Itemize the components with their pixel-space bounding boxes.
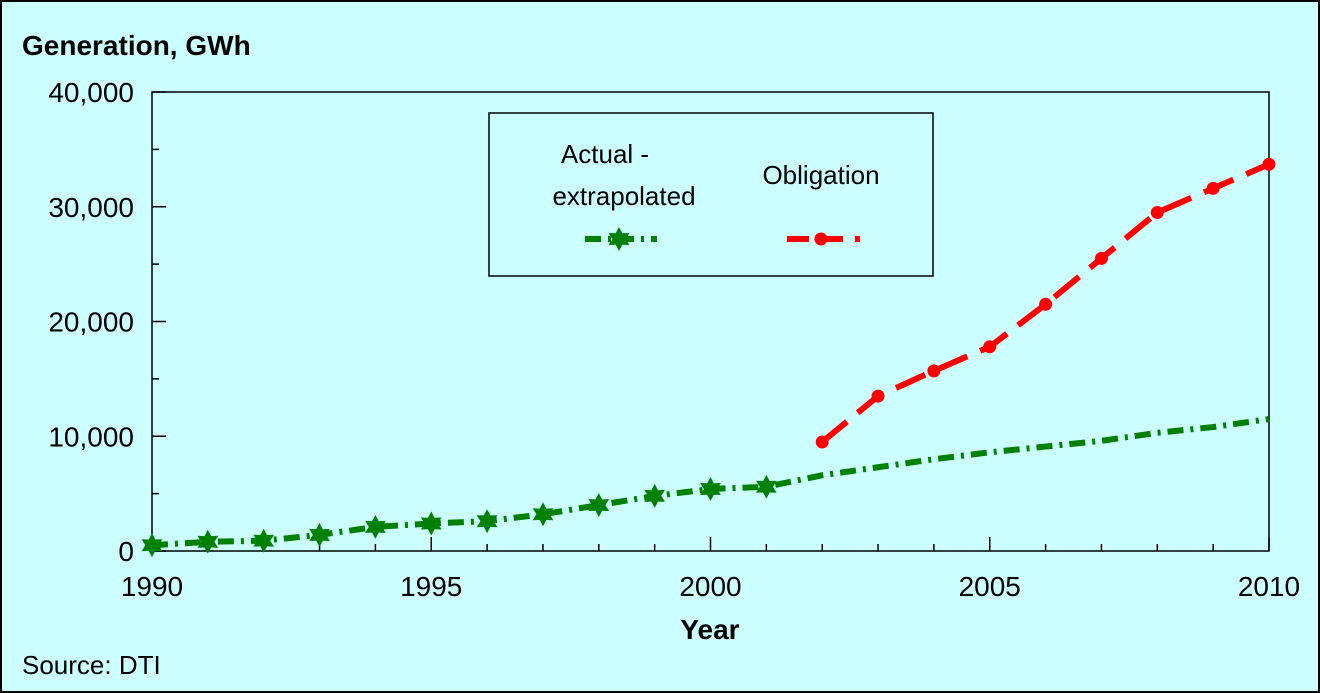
data-point-circle bbox=[927, 364, 941, 378]
legend-marker-circle bbox=[814, 232, 828, 246]
legend-label-obligation: Obligation bbox=[762, 160, 879, 190]
y-tick-label: 40,000 bbox=[48, 77, 134, 108]
x-tick-label: 1990 bbox=[121, 571, 183, 602]
data-point-star bbox=[309, 522, 330, 547]
legend-label-actual-line2: extrapolated bbox=[552, 181, 695, 211]
x-tick-label: 2010 bbox=[1238, 571, 1300, 602]
y-tick-label: 10,000 bbox=[48, 421, 134, 452]
legend: Actual - extrapolated Obligation bbox=[488, 112, 934, 277]
data-point-star bbox=[365, 514, 386, 539]
data-point-circle bbox=[1039, 297, 1053, 311]
chart-title: Generation, GWh bbox=[22, 30, 251, 61]
data-point-circle bbox=[983, 340, 997, 354]
x-tick-label: 2005 bbox=[959, 571, 1021, 602]
source-note: Source: DTI bbox=[22, 650, 161, 680]
series-actual-extrapolated bbox=[141, 416, 1270, 558]
y-tick-label: 30,000 bbox=[48, 192, 134, 223]
y-tick-label: 0 bbox=[118, 536, 134, 567]
data-point-star bbox=[476, 509, 498, 534]
legend-swatches bbox=[585, 227, 860, 251]
data-point-circle bbox=[815, 435, 829, 449]
data-point-star bbox=[644, 483, 665, 508]
legend-marker-star bbox=[608, 227, 630, 251]
series-line bbox=[820, 161, 1271, 445]
data-point-circle bbox=[1094, 251, 1108, 265]
x-tick-label: 2000 bbox=[679, 571, 741, 602]
legend-label-actual-line1: Actual - bbox=[561, 139, 649, 169]
data-point-circle bbox=[1262, 157, 1276, 171]
data-point-star bbox=[197, 529, 219, 554]
legend-box bbox=[488, 112, 934, 277]
data-point-star bbox=[532, 502, 554, 527]
axes: 1990 1995 2000 2005 2010 0 10,000 20,000 30,000 4… bbox=[48, 77, 1300, 602]
data-point-star bbox=[588, 493, 610, 518]
data-point-circle bbox=[1206, 181, 1220, 195]
data-point-star bbox=[420, 511, 442, 536]
data-point-star bbox=[141, 533, 163, 558]
data-point-circle bbox=[1150, 205, 1164, 219]
y-tick-label: 20,000 bbox=[48, 307, 134, 338]
data-point-star bbox=[700, 477, 721, 501]
x-tick-label: 1995 bbox=[400, 571, 462, 602]
data-point-star bbox=[253, 528, 275, 553]
series-layer bbox=[141, 157, 1276, 558]
series-obligation bbox=[815, 157, 1276, 449]
data-point-star bbox=[756, 474, 777, 499]
x-axis-title: Year bbox=[680, 614, 739, 645]
data-point-circle bbox=[871, 389, 885, 403]
